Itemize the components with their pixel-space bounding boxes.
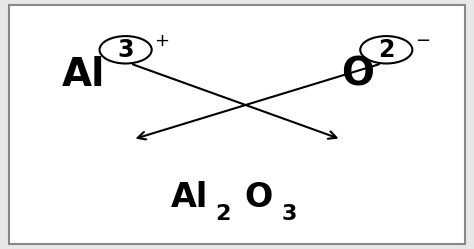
Text: Al: Al xyxy=(171,181,209,214)
Text: Al: Al xyxy=(62,56,105,94)
Text: 3: 3 xyxy=(282,204,297,224)
Text: 2: 2 xyxy=(378,38,394,62)
Text: 3: 3 xyxy=(118,38,134,62)
FancyBboxPatch shape xyxy=(9,5,465,244)
Text: −: − xyxy=(415,32,430,50)
Text: +: + xyxy=(154,32,169,50)
Text: O: O xyxy=(244,181,273,214)
Text: 2: 2 xyxy=(216,204,231,224)
Text: O: O xyxy=(341,56,374,94)
